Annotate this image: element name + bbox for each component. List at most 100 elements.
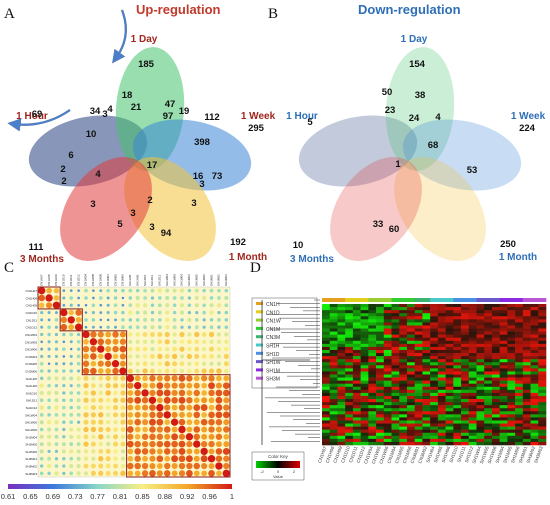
heat-cell <box>484 307 493 311</box>
corr-cell <box>216 354 222 359</box>
heat-cell <box>530 331 539 335</box>
venn-count: 94 <box>161 228 172 239</box>
heat-cell <box>468 337 477 342</box>
heat-cell <box>530 368 539 372</box>
heat-cell <box>368 429 377 434</box>
heat-cell <box>337 310 346 314</box>
heat-cell <box>445 423 454 427</box>
heat-cell <box>484 392 493 397</box>
heat-cell <box>352 304 361 308</box>
heat-cell <box>476 411 485 415</box>
heat-cell <box>468 432 477 437</box>
heat-cell <box>322 319 331 323</box>
heat-cell <box>491 371 500 375</box>
heat-cell <box>399 325 408 329</box>
corr-cell <box>208 375 215 382</box>
heat-cell <box>522 389 531 394</box>
heat-cell <box>461 411 470 415</box>
corr-cell <box>114 325 117 329</box>
venn-count: 17 <box>147 160 158 171</box>
heat-cell <box>391 380 400 384</box>
heat-cell <box>337 389 346 394</box>
corr-cell <box>74 323 83 331</box>
corr-cell <box>194 361 200 367</box>
heat-cell <box>399 414 408 418</box>
heat-cell <box>376 346 385 351</box>
heat-cell <box>437 368 446 372</box>
heat-cell <box>391 386 400 391</box>
heat-cell <box>352 325 361 329</box>
heat-cell <box>337 316 346 320</box>
corr-cell <box>156 463 163 469</box>
row-label: CN1D10 <box>25 311 37 315</box>
venn-count: 4 <box>435 112 441 123</box>
heat-cell <box>376 392 385 397</box>
corr-cell <box>134 462 141 470</box>
heat-cell <box>414 353 423 357</box>
corr-cell <box>52 301 61 309</box>
color-key-title: Color Key <box>268 454 289 459</box>
heat-cell <box>476 334 485 339</box>
corr-cell <box>200 447 208 456</box>
heat-cell <box>461 392 470 397</box>
corr-cell <box>83 471 89 476</box>
corr-cell <box>215 441 222 448</box>
heat-cell <box>414 310 423 314</box>
venn-count: 3 <box>199 179 204 190</box>
heat-cell <box>437 399 446 403</box>
heat-cell <box>461 429 470 434</box>
legend-label: SH1D <box>266 352 280 358</box>
heat-cell <box>484 377 493 381</box>
column-group-bar <box>345 298 354 302</box>
heat-cell <box>360 337 369 342</box>
corr-cell <box>171 396 178 404</box>
heat-cell <box>391 426 400 430</box>
heat-cell <box>383 386 392 391</box>
heat-cell <box>360 441 369 446</box>
row-label: SH1H05 <box>26 377 38 381</box>
heat-cell <box>345 353 354 357</box>
heat-cell <box>491 307 500 311</box>
row-label: SH1M05 <box>25 443 37 447</box>
heat-cell <box>352 340 361 345</box>
heat-cell <box>352 368 361 372</box>
heat-cell <box>391 368 400 372</box>
corr-cell <box>69 376 74 381</box>
corr-cell <box>201 346 207 352</box>
heat-cell <box>453 307 462 311</box>
col-label: SH1M06 <box>202 274 206 286</box>
corr-cell <box>91 434 96 440</box>
heat-cell <box>422 432 431 437</box>
heat-cell <box>422 343 431 348</box>
corr-cell <box>112 405 119 411</box>
legend-swatch <box>256 351 263 355</box>
heat-cell <box>383 395 392 400</box>
venn-set-label: 3 Months <box>290 254 334 265</box>
heat-cell <box>345 359 354 363</box>
corr-cell <box>119 353 127 360</box>
heat-cell <box>329 383 338 388</box>
heat-cell <box>499 349 508 354</box>
heat-cell <box>538 395 547 400</box>
heat-cell <box>507 359 516 363</box>
heat-cell <box>406 399 415 403</box>
venn-count: 295 <box>248 123 265 134</box>
heat-cell <box>376 359 385 363</box>
corr-cell <box>39 420 44 425</box>
heat-cell <box>329 405 338 409</box>
heat-cell <box>453 386 462 391</box>
heat-cell <box>476 368 485 372</box>
heat-cell <box>337 402 346 406</box>
heat-cell <box>453 429 462 434</box>
corr-cell <box>84 304 88 307</box>
heat-cell <box>368 331 377 335</box>
corr-cell <box>83 397 89 403</box>
heat-cell <box>329 349 338 354</box>
legend-label: SH3M <box>266 377 280 383</box>
heat-cell <box>383 429 392 434</box>
corr-cell <box>186 375 193 382</box>
corr-cell <box>60 323 68 331</box>
corr-cell <box>61 449 66 454</box>
corr-cell <box>83 463 89 469</box>
heat-cell <box>476 304 485 308</box>
